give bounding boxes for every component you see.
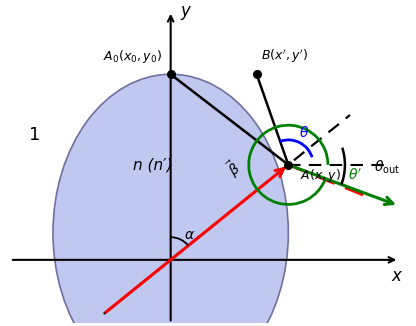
Text: n (n′): n (n′) [133, 157, 172, 172]
Text: 1: 1 [29, 126, 41, 144]
Text: $A(x,y)$: $A(x,y)$ [300, 167, 341, 184]
Text: $B(x',y')$: $B(x',y')$ [261, 48, 308, 65]
Text: $\theta'$: $\theta'$ [349, 168, 363, 183]
Text: $y$: $y$ [180, 4, 192, 22]
Text: $\alpha$: $\alpha$ [184, 228, 195, 242]
Text: $\theta$: $\theta$ [300, 125, 310, 140]
Text: $\vec{\beta}$: $\vec{\beta}$ [223, 157, 245, 181]
Ellipse shape [53, 74, 288, 326]
Text: $A_0(x_0,y_0)$: $A_0(x_0,y_0)$ [103, 48, 161, 65]
Text: $\theta_{\mathrm{out}}$: $\theta_{\mathrm{out}}$ [374, 158, 401, 175]
Text: $x$: $x$ [391, 267, 403, 285]
